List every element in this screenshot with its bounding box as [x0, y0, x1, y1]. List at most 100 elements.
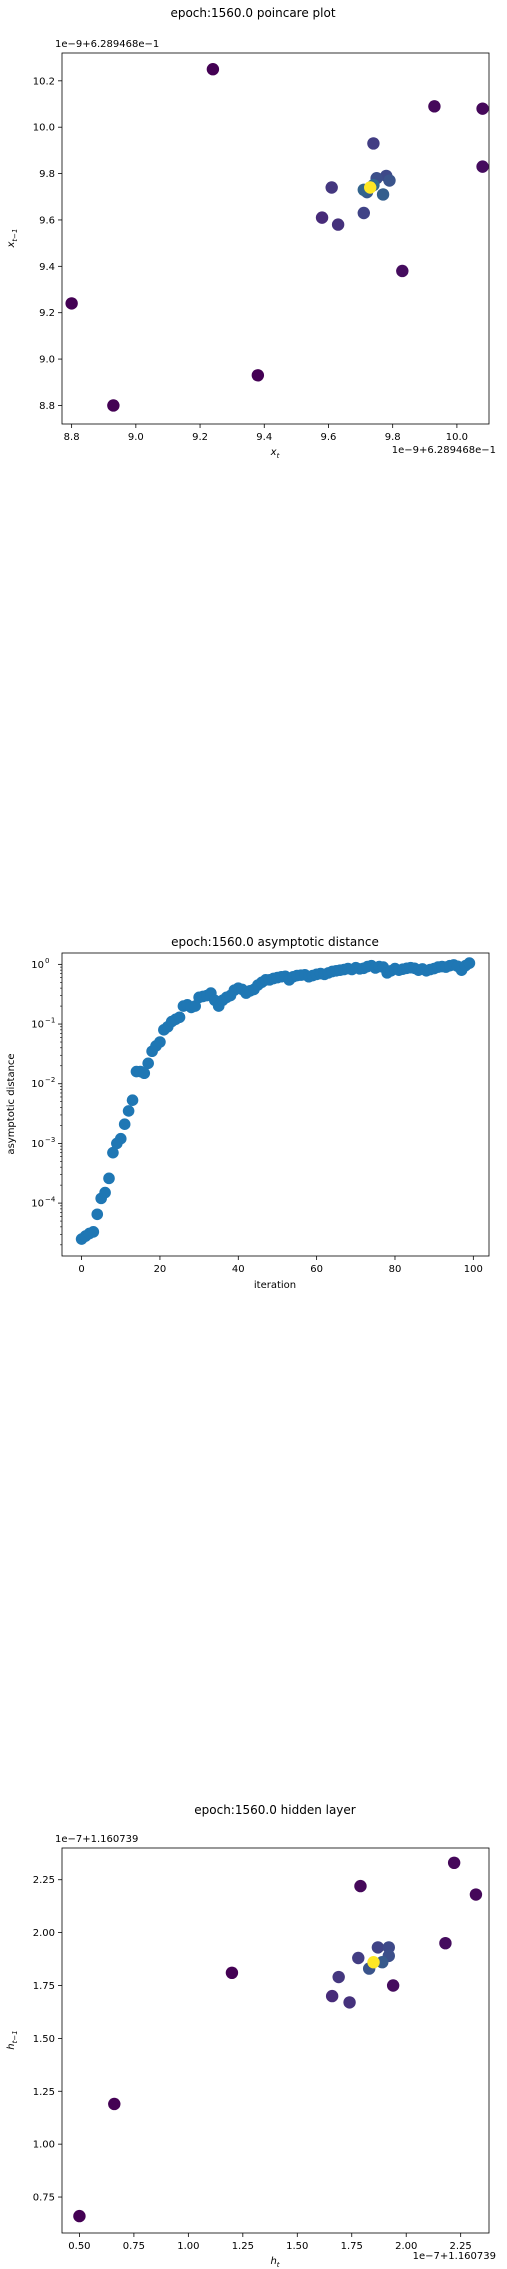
x-tick-label: 40 [232, 1264, 245, 1275]
data-point [122, 1105, 135, 1117]
data-point [138, 1067, 151, 1080]
data-point [118, 1118, 131, 1130]
x-axis-label: ht [270, 2256, 279, 2269]
data-point [367, 1956, 380, 1969]
x-tick-label: 8.8 [64, 432, 80, 443]
y-tick-label: 10.0 [33, 123, 55, 134]
data-point [367, 137, 380, 150]
chart-title: epoch:1560.0 poincare plot [170, 6, 335, 20]
plot-frame [61, 52, 490, 425]
data-point [65, 297, 78, 310]
y-tick-label: 10 [31, 1079, 44, 1090]
x-tick-label: 9.4 [256, 432, 272, 443]
data-point [189, 1000, 201, 1012]
data-point [364, 181, 377, 194]
y-tick-label: 0.75 [33, 2193, 55, 2204]
y-axis-label: asymptotic distance [6, 1053, 17, 1154]
hidden-layer-chart: epoch:1560.0 hidden layer 1e−7+1.160739 … [6, 1803, 496, 2269]
x-tick-label: 1.00 [177, 2241, 199, 2252]
x-tick-label: 1.25 [232, 2241, 254, 2252]
data-point [354, 1879, 367, 1893]
data-point [476, 160, 489, 173]
y-tick-label: 9.6 [39, 215, 55, 226]
y-tick-label: 9.4 [39, 262, 55, 273]
chart-title: epoch:1560.0 hidden layer [194, 1803, 356, 1817]
y-offset-text: 1e−7+1.160739 [55, 1834, 138, 1845]
x-offset-text: 1e−9+6.289468e−1 [392, 445, 496, 456]
x-tick-label: 1.50 [286, 2241, 308, 2252]
data-point [251, 369, 265, 382]
x-tick-label: 0.50 [68, 2241, 90, 2252]
plot-frame [61, 1847, 490, 2234]
y-tick-exponent: −3 [45, 1136, 55, 1144]
x-tick-label: 9.0 [128, 432, 144, 443]
data-point [469, 1888, 483, 1901]
y-tick-exponent: 0 [45, 957, 49, 965]
data-point [91, 1208, 104, 1221]
data-point [114, 1132, 127, 1145]
asymptotic-distance-chart: epoch:1560.0 asymptotic distance 0 20 40 60… [6, 935, 490, 1291]
data-point [206, 63, 220, 76]
y-tick-label: 10 [31, 1020, 44, 1031]
data-point [99, 1186, 111, 1199]
x-tick-label: 60 [310, 1264, 323, 1275]
data-point [103, 1172, 115, 1185]
y-axis-label: xt−1 [6, 229, 19, 249]
y-tick-exponent: −1 [45, 1017, 55, 1025]
x-tick-label: 1.75 [341, 2241, 363, 2252]
data-point [108, 2097, 121, 2111]
x-tick-label: 10.0 [446, 432, 468, 443]
x-offset-text: 1e−7+1.160739 [413, 2251, 496, 2262]
y-tick-label: 10.2 [33, 76, 55, 87]
data-point [386, 1979, 400, 1992]
chart-title: epoch:1560.0 asymptotic distance [171, 935, 379, 949]
data-point [107, 399, 120, 412]
y-tick-exponent: −2 [45, 1076, 55, 1084]
y-tick-label: 10 [31, 1139, 44, 1150]
data-point [376, 188, 390, 201]
x-tick-label: 2.25 [450, 2241, 472, 2252]
data-point [352, 1951, 365, 1965]
data-point [376, 1956, 389, 1969]
y-tick-label: 9.8 [39, 169, 55, 180]
data-point [476, 102, 489, 115]
y-tick-label: 2.00 [33, 1928, 55, 1939]
data-point [371, 1941, 385, 1954]
data-point [225, 1966, 239, 1980]
data-point [463, 957, 476, 969]
x-tick-label: 0 [78, 1264, 84, 1275]
data-point [154, 1036, 166, 1048]
data-point [331, 218, 345, 231]
data-point [428, 100, 441, 113]
y-offset-text: 1e−9+6.289468e−1 [55, 39, 159, 50]
y-tick-label: 1.25 [33, 2087, 55, 2098]
y-tick-label: 1.00 [33, 2140, 55, 2151]
y-axis-label: ht−1 [6, 2030, 19, 2049]
data-point [439, 1936, 452, 1950]
data-point [396, 264, 409, 278]
y-tick-label: 1.75 [33, 1981, 55, 1992]
y-tick-label: 9.0 [39, 355, 55, 366]
x-axis-label: iteration [254, 1280, 296, 1291]
data-point [126, 1094, 139, 1106]
x-tick-label: 9.6 [321, 432, 337, 443]
data-point [332, 1970, 345, 1984]
x-tick-label: 9.2 [192, 432, 208, 443]
y-tick-label: 9.2 [39, 308, 55, 319]
data-point [107, 1146, 119, 1159]
y-tick-label: 2.25 [33, 1875, 55, 1886]
data-point [325, 181, 338, 194]
x-axis-label: xt [270, 447, 280, 460]
y-tick-label: 10 [31, 960, 44, 971]
y-tick-label: 1.50 [33, 2034, 55, 2045]
data-point [315, 211, 329, 224]
x-tick-label: 0.75 [123, 2241, 145, 2252]
x-tick-label: 100 [464, 1264, 483, 1275]
data-point [325, 1989, 339, 2003]
data-point [343, 1996, 356, 2009]
data-point [173, 1011, 186, 1024]
y-tick-label: 10 [31, 1199, 44, 1210]
data-point [447, 1856, 461, 1870]
x-tick-label: 80 [389, 1264, 402, 1275]
data-point [142, 1057, 154, 1070]
